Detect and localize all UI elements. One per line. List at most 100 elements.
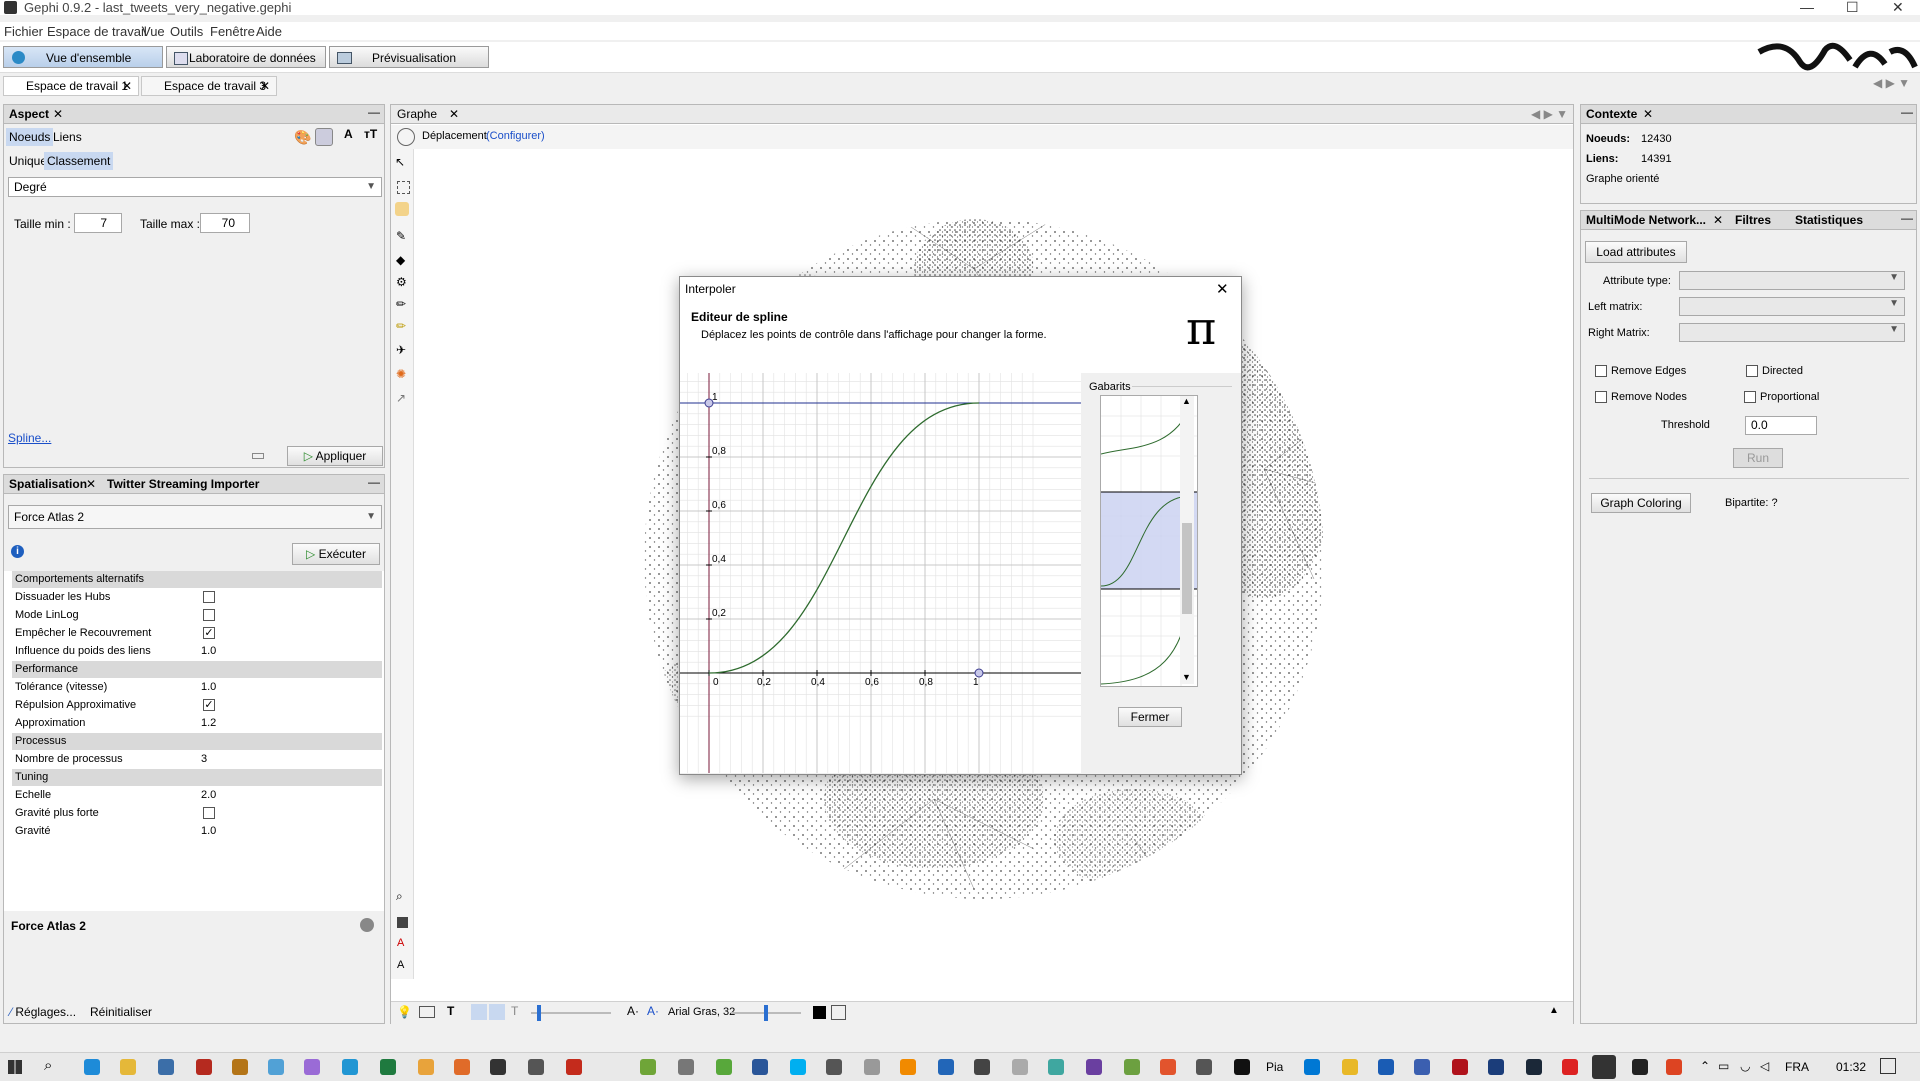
prop-gravity[interactable]: Gravité 1.0 xyxy=(15,825,217,837)
tab-scroll-icon[interactable]: ◀ ▶ ▼ xyxy=(1873,76,1911,90)
minimize-icon[interactable]: — xyxy=(1800,0,1814,15)
app-icon-1[interactable] xyxy=(158,1059,174,1075)
minimize-panel-icon[interactable]: — xyxy=(368,475,380,489)
scroll-down-icon[interactable]: ▼ xyxy=(1182,672,1191,682)
paint-icon[interactable]: ◆ xyxy=(396,253,406,267)
size-max-spinner[interactable]: 70 xyxy=(200,213,250,233)
attribute-type-select[interactable]: ▼ xyxy=(1679,271,1905,290)
label-font-icon[interactable]: A xyxy=(397,959,405,971)
chrome-icon[interactable] xyxy=(418,1059,434,1075)
data-lab-button[interactable]: Laboratoire de données xyxy=(166,46,326,68)
tab-twitter-importer[interactable]: Twitter Streaming Importer xyxy=(107,477,260,491)
size-min-spinner[interactable]: 7 xyxy=(74,213,122,233)
minimize-panel-icon[interactable]: — xyxy=(1901,211,1913,225)
light-bulb-icon[interactable]: 💡 xyxy=(397,1005,412,1019)
graph-coloring-button[interactable]: Graph Coloring xyxy=(1591,493,1691,513)
vlc-icon[interactable] xyxy=(900,1059,916,1075)
app-icon-16[interactable] xyxy=(1160,1059,1176,1075)
size-slider[interactable] xyxy=(531,1012,611,1014)
label-color-icon[interactable]: A xyxy=(344,127,353,141)
tab-ranking[interactable]: Classement xyxy=(44,152,114,170)
pycharm-icon[interactable] xyxy=(1234,1059,1250,1075)
minimize-panel-icon[interactable]: — xyxy=(1901,105,1913,119)
ranking-attribute-select[interactable]: Degré ▼ xyxy=(8,177,382,197)
app-icon-24[interactable] xyxy=(1632,1059,1648,1075)
tab-multimode[interactable]: MultiMode Network... xyxy=(1586,213,1706,227)
label-size-icon[interactable]: тT xyxy=(364,127,378,141)
pencil-icon[interactable]: ✏ xyxy=(396,297,407,311)
prop-dissuade-hubs[interactable]: Dissuader les Hubs xyxy=(12,589,382,607)
r-icon[interactable] xyxy=(938,1059,954,1075)
prop-strong-gravity[interactable]: Gravité plus forte xyxy=(12,805,382,823)
layout-algorithm-select[interactable]: Force Atlas 2 ▼ xyxy=(8,505,382,529)
app-icon-19[interactable] xyxy=(1378,1059,1394,1075)
preview-button[interactable]: Prévisualisation xyxy=(329,46,489,68)
close-icon[interactable]: ✕ xyxy=(1643,107,1654,121)
qgis2-icon[interactable] xyxy=(716,1059,732,1075)
spline-link[interactable]: Spline... xyxy=(8,431,52,445)
tray-wifi-icon[interactable]: ◡ xyxy=(1740,1059,1751,1073)
split-handle[interactable] xyxy=(252,453,264,459)
drag-icon[interactable] xyxy=(395,202,409,216)
app-icon-25[interactable] xyxy=(1666,1059,1682,1075)
run-layout-button[interactable]: ▷ Exécuter xyxy=(292,543,380,565)
app-icon-4[interactable] xyxy=(304,1059,320,1075)
screenshot-icon[interactable] xyxy=(419,1006,435,1018)
checkbox[interactable] xyxy=(203,591,215,603)
app-icon-3[interactable] xyxy=(268,1059,284,1075)
app-icon-18[interactable] xyxy=(1342,1059,1358,1075)
steam-icon[interactable] xyxy=(1526,1059,1542,1075)
settings-link[interactable]: ⁄ Réglages... xyxy=(10,1005,77,1019)
word-icon[interactable] xyxy=(752,1059,768,1075)
tab-unique[interactable]: Unique xyxy=(9,154,48,168)
app-icon-17[interactable] xyxy=(1196,1059,1212,1075)
vscode-icon[interactable] xyxy=(1304,1059,1320,1075)
overview-button[interactable]: Vue d'ensemble xyxy=(3,46,163,68)
category-alternatives[interactable]: Comportements alternatifs xyxy=(12,571,382,588)
run-multimode-button[interactable]: Run xyxy=(1733,448,1783,468)
app-icon-20[interactable] xyxy=(1414,1059,1430,1075)
app-icon-12[interactable] xyxy=(1012,1059,1028,1075)
gephi-taskbar-icon[interactable] xyxy=(1592,1055,1616,1079)
tab-workspace-1[interactable]: Espace de travail 1 ✕ xyxy=(3,76,139,96)
app-icon-22[interactable] xyxy=(1488,1059,1504,1075)
terminal-icon[interactable] xyxy=(490,1059,506,1075)
threshold-input[interactable]: 0.0 xyxy=(1745,416,1817,435)
font-name[interactable]: Arial Gras, 32 xyxy=(668,1006,736,1018)
right-matrix-select[interactable]: ▼ xyxy=(1679,323,1905,342)
windows-start-icon[interactable] xyxy=(8,1060,22,1074)
label-color-icon[interactable]: A xyxy=(397,937,405,949)
skype-icon[interactable] xyxy=(790,1059,806,1075)
remove-nodes-checkbox[interactable] xyxy=(1595,391,1607,403)
rect-select-icon[interactable] xyxy=(397,181,410,194)
close-dialog-button[interactable]: Fermer xyxy=(1118,707,1182,727)
zoom-fit-icon[interactable]: ⌕ xyxy=(396,889,403,903)
pointer-icon[interactable]: ↖ xyxy=(395,155,406,169)
prop-prevent-overlap[interactable]: Empêcher le Recouvrement ✓ xyxy=(15,627,215,639)
reset-link[interactable]: Réinitialiser xyxy=(90,1005,153,1019)
label-settings-icon[interactable] xyxy=(831,1005,846,1020)
edge-select2-icon[interactable] xyxy=(489,1004,505,1020)
notification-icon[interactable] xyxy=(1880,1058,1896,1074)
heat-map-icon[interactable]: ✺ xyxy=(396,367,407,381)
app-icon-15[interactable] xyxy=(1124,1059,1140,1075)
control-point[interactable] xyxy=(704,398,714,408)
app-icon-2[interactable] xyxy=(232,1059,248,1075)
tray-chevron-icon[interactable]: ⌃ xyxy=(1700,1059,1711,1073)
category-threads[interactable]: Processus xyxy=(12,733,382,750)
close-icon[interactable]: ✕ xyxy=(449,107,460,121)
prop-scale[interactable]: Echelle 2.0 xyxy=(15,789,217,801)
category-tuning[interactable]: Tuning xyxy=(12,769,382,786)
shortest-path-icon[interactable]: ✈ xyxy=(396,343,407,357)
excel-icon[interactable] xyxy=(380,1059,396,1075)
app-icon-8[interactable] xyxy=(678,1059,694,1075)
directed-checkbox[interactable] xyxy=(1746,365,1758,377)
search-icon[interactable]: ⌕ xyxy=(44,1057,53,1074)
font-increase-icon[interactable]: A· xyxy=(647,1004,659,1018)
prop-edge-weight[interactable]: Influence du poids des liens 1.0 xyxy=(15,645,217,657)
close-icon[interactable]: ✕ xyxy=(1216,281,1229,298)
filezilla-icon[interactable] xyxy=(196,1059,212,1075)
checkbox-checked[interactable]: ✓ xyxy=(203,699,215,711)
app-icon-9[interactable] xyxy=(826,1059,842,1075)
brush-icon[interactable]: ✎ xyxy=(396,229,407,243)
